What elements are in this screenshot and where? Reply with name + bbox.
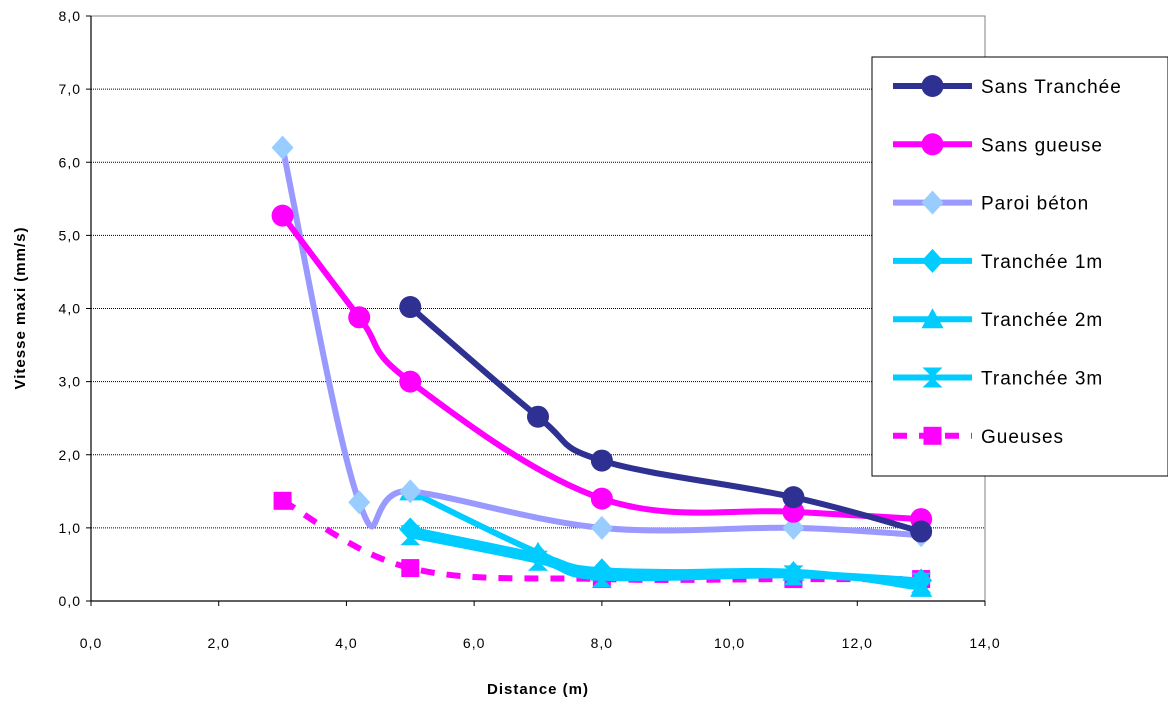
data-point (782, 561, 805, 586)
axes: 0,0 1,0 2,0 3,0 4,0 5,0 6,0 7,0 8,0 0,0 2,0 4,0 6,0 8… (59, 8, 1000, 651)
legend-swatch-marker (921, 133, 944, 156)
series-2 (271, 204, 933, 531)
x-tick-label: 10,0 (714, 635, 745, 651)
y-axis-title: Vitesse maxi (mm/s) (12, 227, 29, 390)
data-point (590, 449, 613, 472)
legend-swatch-marker (921, 248, 944, 273)
data-point (348, 490, 371, 515)
data-point (399, 517, 422, 542)
legend-label: Gueuses (981, 427, 1064, 448)
x-axis-title: Distance (m) (487, 681, 589, 698)
legend-swatch-marker (921, 75, 944, 97)
x-tick-label: 14,0 (969, 635, 1000, 651)
series-line (407, 526, 925, 584)
data-point (399, 296, 422, 319)
legend-swatch-marker (923, 426, 942, 445)
data-point (527, 405, 549, 428)
legend-item-2: Sans gueuse (893, 133, 1103, 156)
legend-item-5: Tranchée 2m (893, 308, 1103, 331)
data-point (271, 135, 294, 160)
legend-item-3: Paroi béton (893, 190, 1089, 215)
x-tick-label: 8,0 (591, 635, 613, 651)
data-point (782, 515, 805, 540)
y-tick-label: 7,0 (59, 81, 81, 97)
legend-label: Paroi béton (981, 194, 1089, 215)
data-point (401, 559, 420, 578)
legend-label: Tranchée 3m (981, 369, 1103, 390)
data-point (910, 520, 933, 543)
legend-label: Sans gueuse (981, 135, 1103, 156)
data-point (399, 370, 422, 393)
data-point (910, 568, 933, 593)
x-tick-label: 12,0 (842, 635, 873, 651)
series-4 (399, 517, 933, 593)
series-line (407, 304, 925, 535)
data-point (348, 306, 371, 329)
data-point (782, 486, 805, 509)
y-tick-label: 4,0 (59, 301, 81, 317)
y-tick-label: 0,0 (59, 593, 81, 609)
legend-item-1: Sans Tranchée (893, 75, 1122, 98)
data-point (590, 558, 613, 583)
series-line (279, 212, 925, 523)
data-point (527, 543, 549, 568)
series-1 (399, 296, 933, 543)
data-point (399, 479, 422, 504)
data-point (271, 204, 294, 227)
legend: Sans Tranchée Sans gueuse Paroi béton Tranc… (871, 56, 1168, 477)
x-tick-label: 0,0 (80, 635, 102, 651)
data-point (273, 491, 292, 510)
y-tick-label: 1,0 (59, 520, 81, 536)
legend-label: Tranchée 1m (981, 252, 1103, 273)
data-point (590, 515, 613, 540)
y-tick-label: 8,0 (59, 8, 81, 24)
x-tick-label: 6,0 (463, 635, 485, 651)
series-line (279, 144, 925, 539)
x-tick-label: 2,0 (207, 635, 229, 651)
legend-label: Tranchée 2m (981, 310, 1103, 331)
y-tick-label: 5,0 (59, 227, 81, 243)
gridlines (91, 88, 985, 529)
legend-box (871, 56, 1168, 477)
series-group (271, 135, 933, 597)
legend-swatch-marker (921, 190, 944, 215)
legend-swatch-marker (922, 367, 943, 388)
legend-swatch-marker (921, 308, 944, 329)
data-point (590, 487, 613, 510)
y-tick-label: 3,0 (59, 374, 81, 390)
y-tick-label: 2,0 (59, 447, 81, 463)
legend-label: Sans Tranchée (981, 77, 1122, 98)
legend-item-6: Tranchée 3m (893, 367, 1103, 390)
x-tick-label: 4,0 (335, 635, 357, 651)
legend-item-7: Gueuses (893, 426, 1064, 448)
legend-item-4: Tranchée 1m (893, 248, 1103, 273)
y-tick-label: 6,0 (59, 154, 81, 170)
